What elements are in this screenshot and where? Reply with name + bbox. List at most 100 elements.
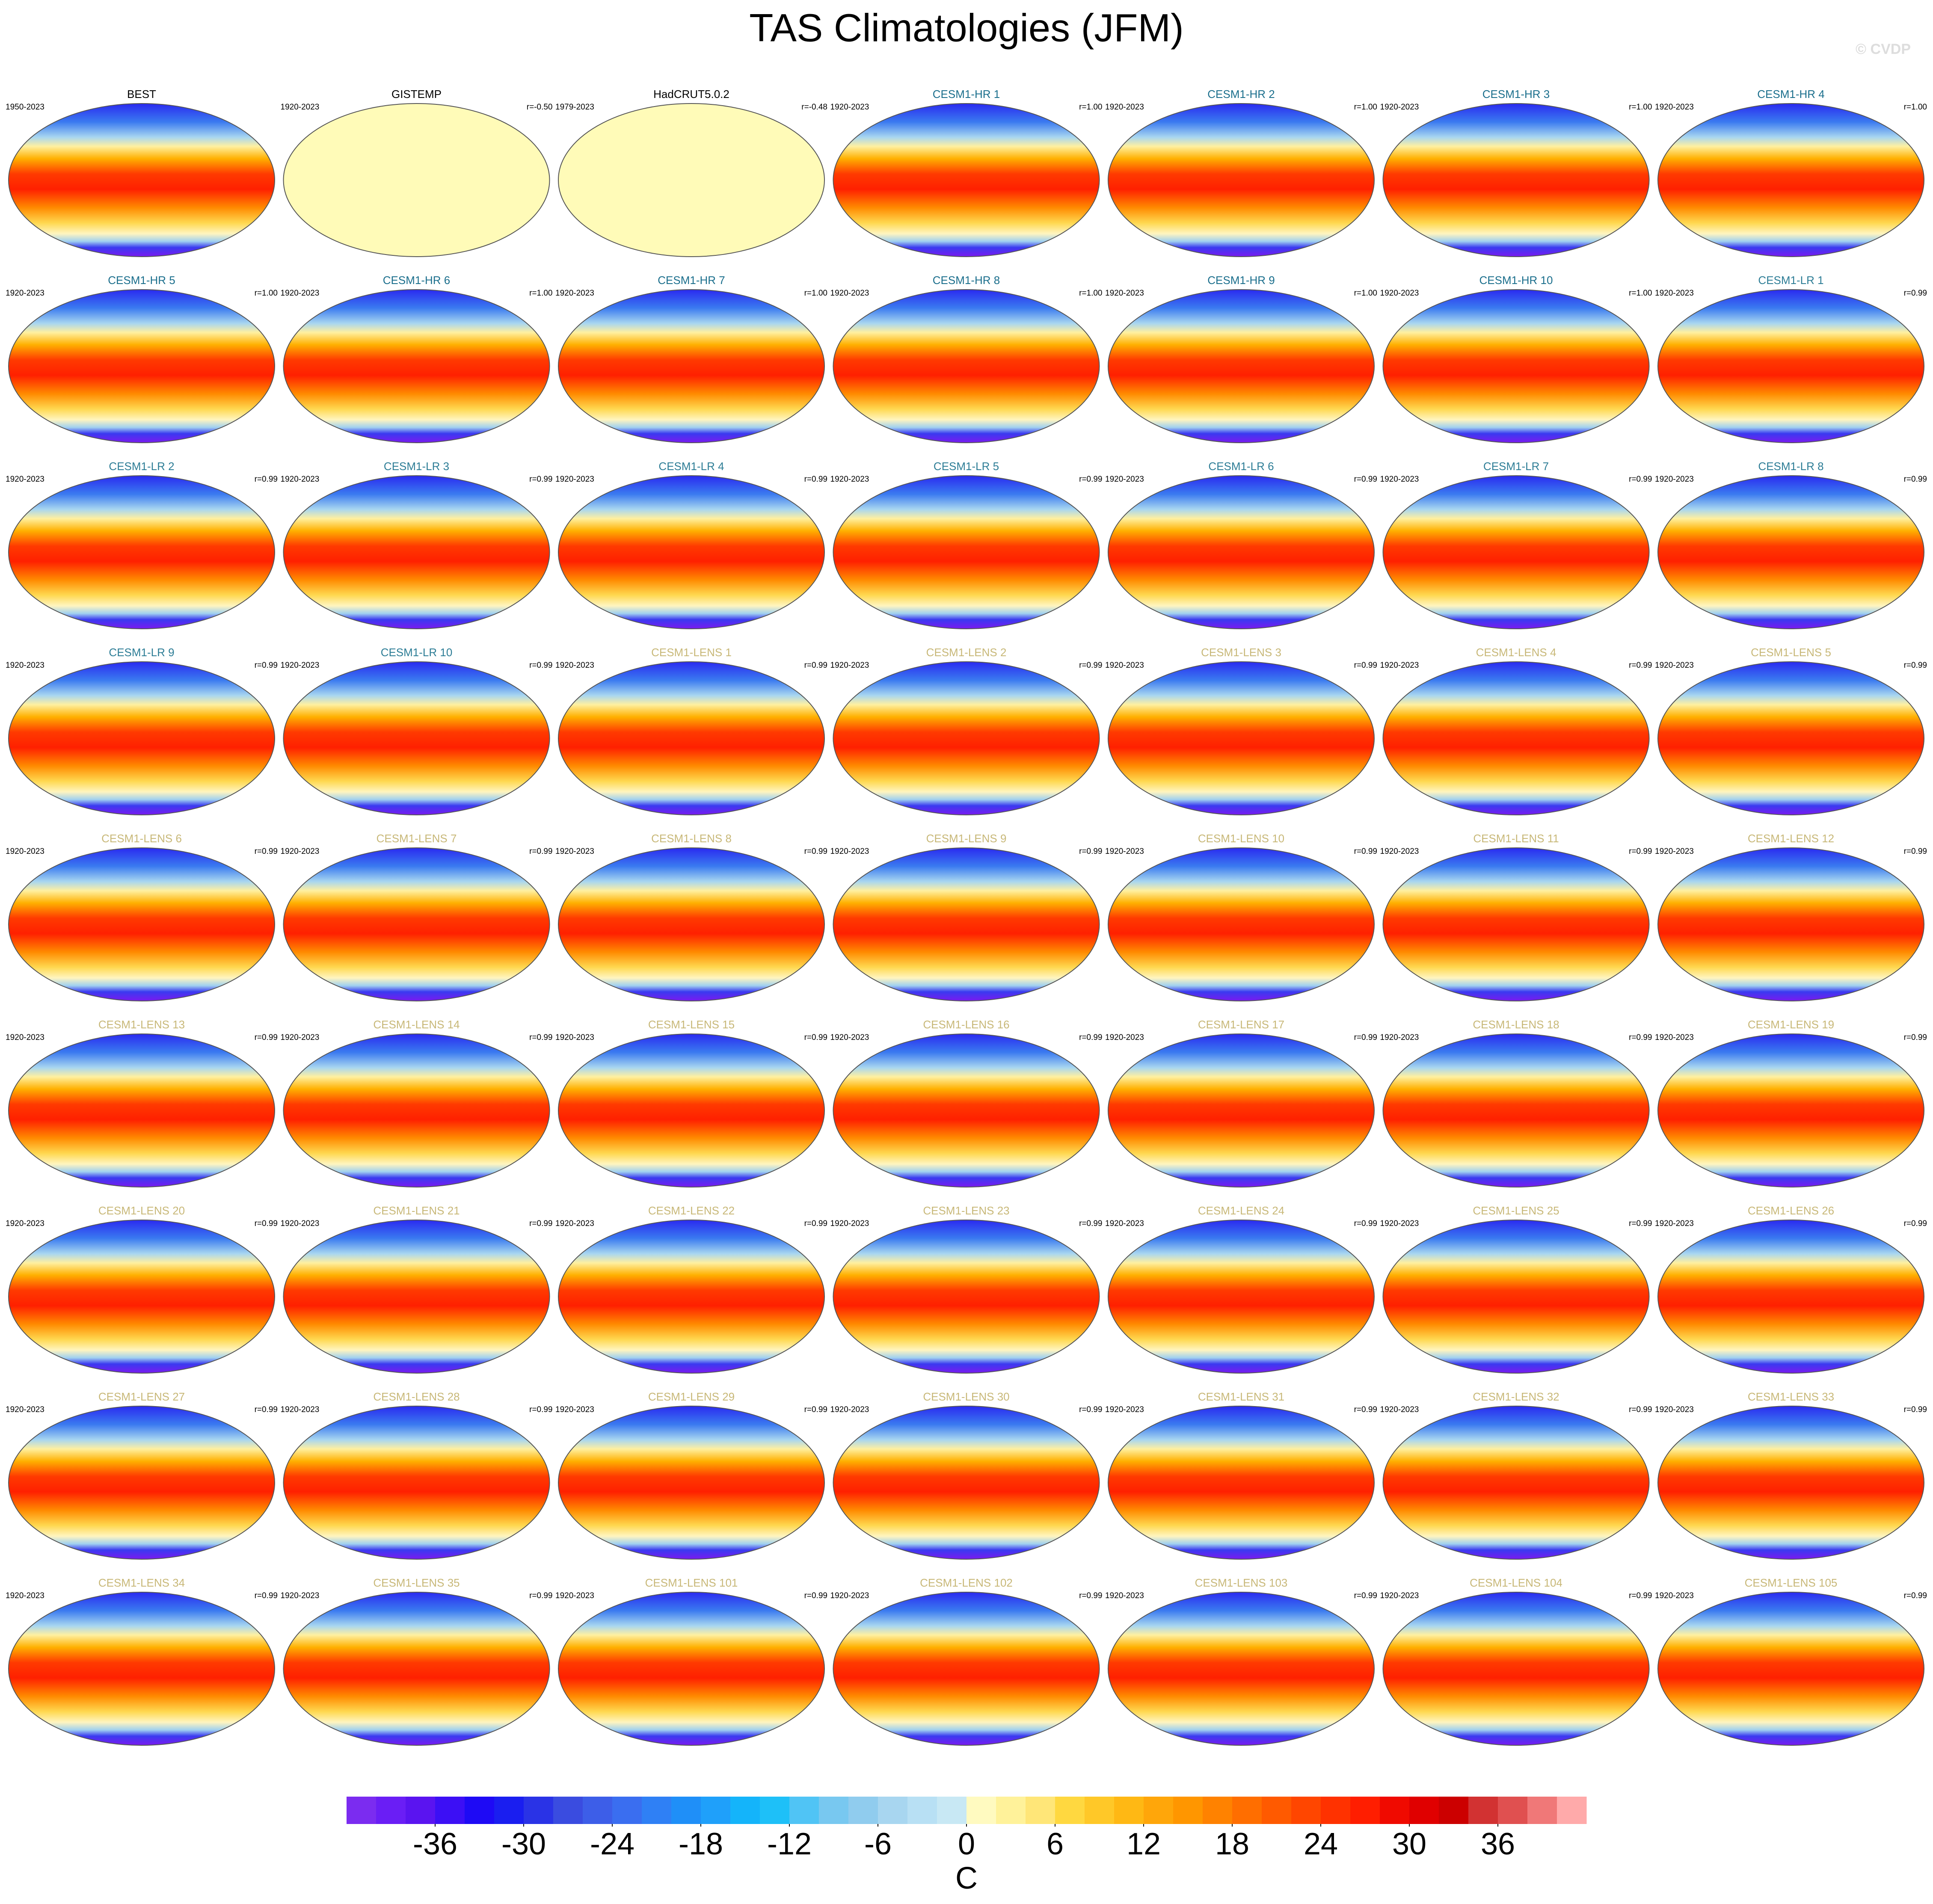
panel-title: BEST <box>127 88 156 101</box>
panel-correlation: r=0.99 <box>1354 1591 1377 1600</box>
map-panel: CESM1-LENS 102 1920-2023 r=0.99 <box>830 1576 1103 1746</box>
colorbar-tick-label: -12 <box>767 1827 812 1861</box>
map-panel: CESM1-LENS 31 1920-2023 r=0.99 <box>1105 1390 1377 1560</box>
panel-period: 1920-2023 <box>1380 1219 1419 1228</box>
panel-period: 1920-2023 <box>1105 103 1144 112</box>
panel-correlation: r=0.99 <box>1354 661 1377 670</box>
colorbar-box <box>642 1797 672 1824</box>
colorbar-box <box>1350 1797 1380 1824</box>
panel-correlation: r=-0.50 <box>527 103 553 112</box>
panel-correlation: r=0.99 <box>1904 1219 1927 1228</box>
panel-period: 1920-2023 <box>1105 289 1144 298</box>
map-panel: CESM1-HR 9 1920-2023 r=1.00 <box>1105 274 1377 443</box>
panel-title: CESM1-LR 2 <box>109 460 174 473</box>
panel-correlation: r=1.00 <box>1354 103 1377 112</box>
map <box>1657 289 1924 443</box>
panel-correlation: r=0.99 <box>804 661 827 670</box>
map <box>558 1406 825 1560</box>
panel-period: 1979-2023 <box>555 103 594 112</box>
map-panel: CESM1-HR 7 1920-2023 r=1.00 <box>555 274 827 443</box>
colorbar-box <box>524 1797 554 1824</box>
colorbar-box <box>1380 1797 1410 1824</box>
panel-correlation: r=1.00 <box>804 289 827 298</box>
panel-correlation: r=0.99 <box>1904 1591 1927 1600</box>
colorbar-tick-label: 36 <box>1481 1827 1515 1861</box>
panel-title: CESM1-LENS 105 <box>1745 1576 1838 1589</box>
panel-period: 1920-2023 <box>6 1591 44 1600</box>
colorbar-box <box>553 1797 583 1824</box>
map-panel: CESM1-LENS 24 1920-2023 r=0.99 <box>1105 1204 1377 1374</box>
map-panel: CESM1-LENS 101 1920-2023 r=0.99 <box>555 1576 827 1746</box>
panel-period: 1920-2023 <box>1380 1405 1419 1414</box>
panel-correlation: r=0.99 <box>1079 1033 1102 1042</box>
panel-title: CESM1-LENS 101 <box>645 1576 738 1589</box>
map <box>1108 1033 1375 1187</box>
map <box>283 475 550 629</box>
colorbar-box <box>1114 1797 1144 1824</box>
panel-title: CESM1-HR 6 <box>383 274 450 287</box>
panel-title: CESM1-LENS 26 <box>1748 1204 1834 1217</box>
colorbar-box <box>1557 1797 1587 1824</box>
map-panel: CESM1-LENS 13 1920-2023 r=0.99 <box>6 1018 278 1187</box>
panel-title: CESM1-LENS 102 <box>920 1576 1013 1589</box>
panel-period: 1920-2023 <box>1105 1591 1144 1600</box>
map <box>8 661 275 815</box>
panel-period: 1920-2023 <box>1655 847 1694 856</box>
map-panel: CESM1-LENS 1 1920-2023 r=0.99 <box>555 646 827 815</box>
panel-title: CESM1-LENS 22 <box>648 1204 735 1217</box>
map <box>1382 1220 1650 1374</box>
panel-correlation: r=0.99 <box>804 475 827 484</box>
map <box>833 1406 1100 1560</box>
panel-title: CESM1-LENS 33 <box>1748 1390 1834 1403</box>
panel-correlation: r=1.00 <box>1079 103 1102 112</box>
panel-title: CESM1-LENS 6 <box>101 832 182 845</box>
map <box>558 475 825 629</box>
map <box>558 1220 825 1374</box>
map-panel: CESM1-LENS 15 1920-2023 r=0.99 <box>555 1018 827 1187</box>
panel-title: CESM1-HR 10 <box>1479 274 1553 287</box>
panel-title: CESM1-LENS 14 <box>373 1018 460 1031</box>
panel-correlation: r=0.99 <box>1629 475 1652 484</box>
map <box>283 1592 550 1746</box>
map-panel: CESM1-LENS 9 1920-2023 r=0.99 <box>830 832 1103 1001</box>
map <box>558 661 825 815</box>
panel-title: CESM1-LENS 23 <box>923 1204 1009 1217</box>
map-panel: CESM1-LENS 18 1920-2023 r=0.99 <box>1380 1018 1652 1187</box>
panel-title: CESM1-HR 5 <box>108 274 175 287</box>
panel-period: 1920-2023 <box>1655 1219 1694 1228</box>
map-panel: CESM1-HR 5 1920-2023 r=1.00 <box>6 274 278 443</box>
map-panel: CESM1-LENS 35 1920-2023 r=0.99 <box>281 1576 553 1746</box>
map <box>1657 847 1924 1001</box>
colorbar-box <box>1291 1797 1321 1824</box>
map <box>833 289 1100 443</box>
colorbar-tick-label: -18 <box>679 1827 723 1861</box>
panel-correlation: r=0.99 <box>255 1033 278 1042</box>
map-panel: CESM1-LR 6 1920-2023 r=0.99 <box>1105 460 1377 629</box>
panel-period: 1920-2023 <box>555 661 594 670</box>
panel-title: CESM1-HR 3 <box>1482 88 1550 101</box>
panel-period: 1920-2023 <box>555 1219 594 1228</box>
panel-title: CESM1-LENS 28 <box>373 1390 460 1403</box>
panel-correlation: r=0.99 <box>1629 847 1652 856</box>
panel-period: 1920-2023 <box>281 1033 320 1042</box>
map-panel: CESM1-LR 2 1920-2023 r=0.99 <box>6 460 278 629</box>
colorbar-tick-label: 6 <box>1047 1827 1064 1861</box>
map <box>1108 1406 1375 1560</box>
map <box>1382 475 1650 629</box>
map-panel: CESM1-LENS 26 1920-2023 r=0.99 <box>1655 1204 1927 1374</box>
panel-correlation: r=0.99 <box>1079 1405 1102 1414</box>
panel-title: CESM1-LENS 19 <box>1748 1018 1834 1031</box>
panel-period: 1920-2023 <box>6 847 44 856</box>
colorbar-box <box>465 1797 495 1824</box>
panel-title: CESM1-HR 1 <box>933 88 1000 101</box>
panel-title: CESM1-LENS 27 <box>98 1390 185 1403</box>
colorbar-box <box>1232 1797 1262 1824</box>
panel-period: 1920-2023 <box>1380 103 1419 112</box>
map-panel: CESM1-LENS 25 1920-2023 r=0.99 <box>1380 1204 1652 1374</box>
map-panel: CESM1-HR 10 1920-2023 r=1.00 <box>1380 274 1652 443</box>
panel-correlation: r=0.99 <box>529 1591 552 1600</box>
panel-title: CESM1-LR 5 <box>934 460 999 473</box>
map-panel: CESM1-LENS 105 1920-2023 r=0.99 <box>1655 1576 1927 1746</box>
map <box>1108 289 1375 443</box>
panel-title: CESM1-LENS 7 <box>377 832 457 845</box>
